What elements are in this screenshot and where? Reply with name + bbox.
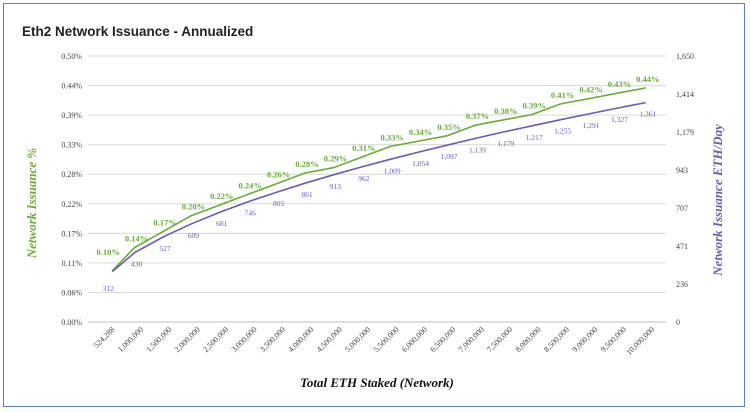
- x-tick-label: 2,500,000: [201, 325, 230, 354]
- left-tick-label: 0.11%: [62, 259, 83, 268]
- pct-data-label: 0.35%: [437, 122, 460, 132]
- x-tick-label: 8,000,000: [514, 325, 543, 354]
- eth-data-label: 1,054: [412, 159, 429, 168]
- left-tick-label: 0.39%: [61, 111, 82, 120]
- eth-data-label: 312: [103, 284, 115, 293]
- x-tick-label: 1,500,000: [144, 325, 173, 354]
- left-tick-label: 0.22%: [61, 200, 82, 209]
- left-tick-label: 0.00%: [61, 318, 82, 327]
- eth-data-label: 1,361: [639, 110, 656, 119]
- pct-data-label: 0.43%: [608, 79, 631, 89]
- left-tick-label: 0.44%: [61, 82, 82, 91]
- x-tick-label: 6,000,000: [400, 325, 429, 354]
- eth-data-label: 1,179: [497, 139, 514, 148]
- data-labels: 0.10% 0.14% 0.17% 0.20% 0.22% 0.24% 0.26% 0.28%…: [97, 74, 660, 293]
- eth-data-label: 1,097: [441, 152, 458, 161]
- eth-data-label: 1,327: [611, 115, 628, 124]
- eth-data-label: 913: [330, 182, 342, 191]
- chart-frame: [3, 3, 745, 407]
- left-tick-label: 0.17%: [61, 229, 82, 238]
- x-axis-title: Total ETH Staked (Network): [300, 375, 454, 390]
- x-tick-label: 3,000,000: [230, 325, 259, 354]
- pct-data-label: 0.14%: [125, 234, 148, 244]
- left-tick-label: 0.50%: [61, 52, 82, 61]
- pct-data-label: 0.34%: [409, 127, 432, 137]
- x-tick-label: 5,500,000: [372, 325, 401, 354]
- x-tick-label: 4,000,000: [286, 325, 315, 354]
- x-tick-label: 10,000,000: [624, 325, 656, 357]
- x-tick-label: 3,500,000: [258, 325, 287, 354]
- x-tick-label: 9,000,000: [570, 325, 599, 354]
- eth-data-label: 1,139: [469, 145, 486, 154]
- eth-data-label: 681: [216, 219, 228, 228]
- eth-data-label: 527: [159, 244, 171, 253]
- pct-data-label: 0.42%: [579, 85, 602, 95]
- issuance-pct-line: [111, 87, 646, 272]
- x-tick-label: 5,000,000: [343, 325, 372, 354]
- eth-data-label: 1,291: [583, 121, 600, 130]
- x-axis-ticks: 524,288 1,000,000 1,500,000 2,000,000 2,500,…: [92, 325, 656, 357]
- right-tick-label: 1,179: [676, 128, 694, 137]
- pct-data-label: 0.10%: [97, 247, 120, 257]
- eth-data-label: 1,009: [384, 166, 401, 175]
- pct-data-label: 0.22%: [210, 191, 233, 201]
- right-axis-ticks: 0 236 471 707 943 1,179 1,414 1,650: [676, 52, 694, 327]
- left-tick-label: 0.06%: [61, 288, 82, 297]
- right-tick-label: 0: [676, 318, 680, 327]
- pct-data-label: 0.38%: [494, 106, 517, 116]
- right-tick-label: 1,414: [676, 90, 694, 99]
- right-tick-label: 471: [676, 242, 688, 251]
- right-tick-label: 1,650: [676, 52, 694, 61]
- issuance-eth-line: [111, 101, 646, 273]
- eth-data-label: 430: [131, 260, 143, 269]
- eth-data-label: 805: [273, 199, 285, 208]
- pct-data-label: 0.24%: [239, 180, 262, 190]
- x-tick-label: 7,000,000: [457, 325, 486, 354]
- pct-data-label: 0.29%: [324, 154, 347, 164]
- pct-data-label: 0.17%: [153, 218, 176, 228]
- pct-data-label: 0.31%: [352, 143, 375, 153]
- pct-data-label: 0.20%: [182, 202, 205, 212]
- x-tick-label: 1,000,000: [116, 325, 145, 354]
- x-tick-label: 9,500,000: [599, 325, 628, 354]
- x-tick-label: 8,500,000: [542, 325, 571, 354]
- right-tick-label: 707: [676, 204, 688, 213]
- eth-data-label: 746: [245, 209, 257, 218]
- x-tick-label: 6,500,000: [428, 325, 457, 354]
- right-tick-label: 943: [676, 166, 688, 175]
- x-tick-label: 7,500,000: [485, 325, 514, 354]
- pct-data-label: 0.39%: [523, 101, 546, 111]
- pct-data-label: 0.41%: [551, 90, 574, 100]
- eth-data-label: 962: [358, 174, 370, 183]
- eth-data-label: 861: [301, 190, 313, 199]
- pct-data-label: 0.28%: [295, 159, 318, 169]
- left-axis-ticks: 0.00% 0.06% 0.11% 0.17% 0.22% 0.28% 0.33% 0.39%…: [61, 52, 82, 327]
- pct-data-label: 0.44%: [636, 74, 659, 84]
- pct-data-label: 0.26%: [267, 170, 290, 180]
- pct-data-label: 0.37%: [466, 111, 489, 121]
- gridlines: [88, 55, 666, 323]
- eth-data-label: 1,217: [526, 133, 543, 142]
- x-tick-label: 4,500,000: [315, 325, 344, 354]
- series-lines: [111, 87, 646, 273]
- left-tick-label: 0.33%: [61, 141, 82, 150]
- y-axis-left-title: Network Issuance %: [24, 148, 39, 260]
- x-tick-label: 524,288: [92, 325, 117, 350]
- right-tick-label: 236: [676, 280, 688, 289]
- eth-data-label: 1,255: [554, 127, 571, 136]
- y-axis-right-title: Network Issuance ETH/Day: [710, 124, 725, 277]
- eth-data-label: 609: [188, 231, 200, 240]
- chart-title: Eth2 Network Issuance - Annualized: [22, 24, 253, 39]
- pct-data-label: 0.33%: [381, 132, 404, 142]
- left-tick-label: 0.28%: [61, 170, 82, 179]
- x-tick-label: 2,000,000: [173, 325, 202, 354]
